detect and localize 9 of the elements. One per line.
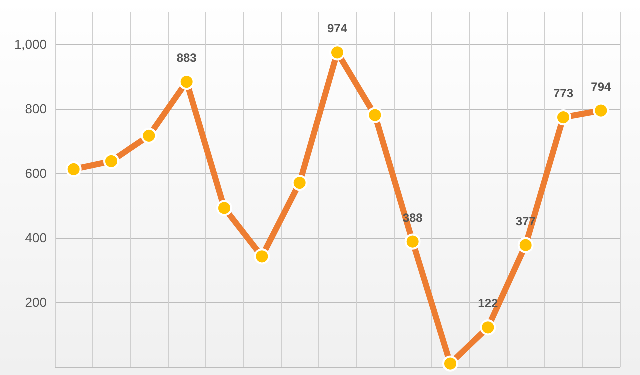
data-label: 883 [176,51,198,66]
data-label: 794 [591,80,612,94]
data-label: 974 [327,22,348,36]
y-tick-label: 600 [25,166,47,181]
y-tick-label: 400 [25,230,47,246]
data-label: 773 [553,86,574,101]
y-tick-label: 200 [25,294,47,310]
y-tick-label: 800 [25,101,47,116]
y-tick-label: 1,000 [14,36,47,52]
